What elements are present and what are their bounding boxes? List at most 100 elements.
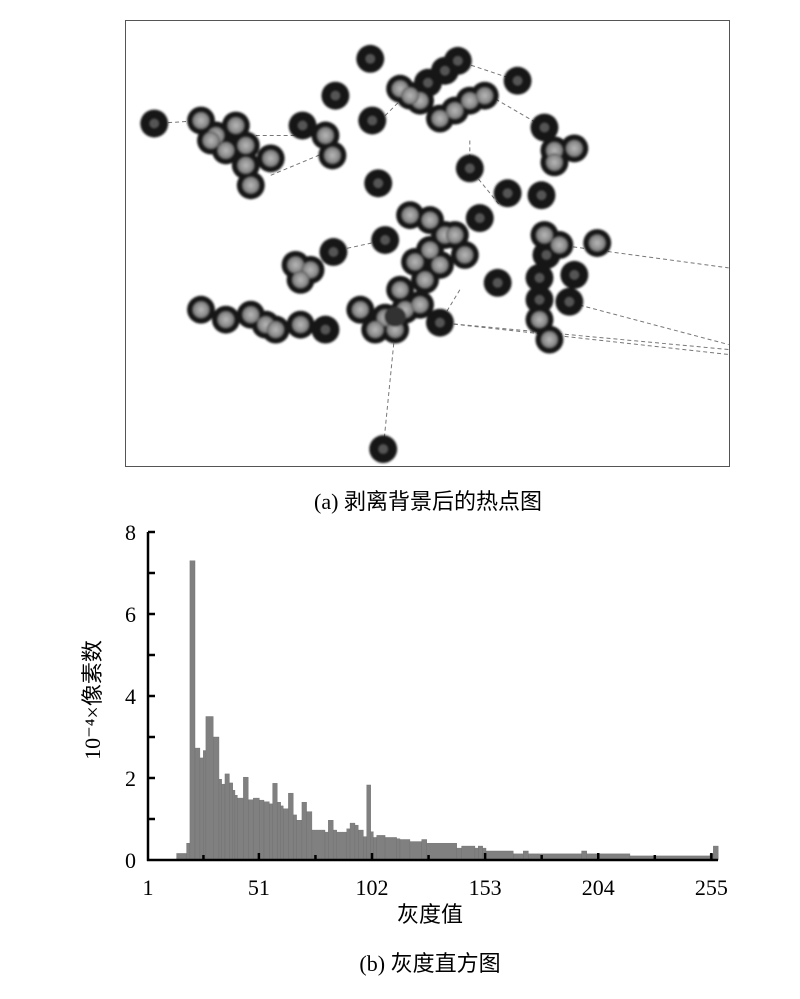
- hotspot-core: [423, 77, 433, 88]
- histogram-bar: [399, 839, 411, 861]
- histogram-bar: [376, 835, 386, 861]
- histogram-bar: [581, 850, 587, 861]
- histogram-bar: [253, 797, 260, 861]
- histogram-bar: [373, 837, 377, 861]
- histogram-bar: [311, 829, 326, 861]
- hotspot-core: [367, 115, 378, 126]
- histogram-bar: [384, 837, 397, 861]
- histogram-bar: [189, 560, 196, 861]
- histogram-bar: [205, 716, 214, 861]
- x-tick-label: 51: [248, 875, 270, 900]
- hotspot-cluster-core: [192, 300, 210, 319]
- connector-line: [270, 149, 331, 176]
- histogram-bar: [421, 839, 427, 861]
- hotspot-cluster-core: [401, 86, 420, 105]
- hotspot-map-image: [125, 20, 730, 467]
- x-axis-label: 灰度值: [397, 902, 463, 927]
- hotspot-core: [365, 53, 376, 64]
- hotspot-cluster-core: [291, 270, 310, 289]
- x-tick-label: 153: [469, 875, 502, 900]
- hotspot-core: [320, 324, 331, 335]
- histogram-bar: [229, 782, 233, 861]
- hotspot-cluster-core: [241, 176, 260, 195]
- figure-b-caption: (b) 灰度直方图: [359, 951, 501, 976]
- hotspot-core: [452, 55, 463, 66]
- hotspot-cluster-core: [286, 255, 305, 274]
- histogram-bar: [263, 801, 270, 861]
- x-tick-label: 102: [356, 875, 389, 900]
- hotspot-cluster-core: [323, 146, 342, 165]
- hotspot-core: [534, 272, 545, 283]
- y-tick-label: 2: [125, 766, 136, 791]
- hotspot-cluster-core: [261, 149, 280, 168]
- histogram-bar: [259, 799, 265, 861]
- hotspot-cluster-core: [455, 245, 474, 264]
- hotspot-core: [328, 246, 339, 257]
- histogram-bar: [354, 824, 359, 861]
- histogram-bar: [358, 829, 364, 861]
- histogram-bar: [324, 831, 329, 861]
- histogram-bar: [186, 842, 191, 861]
- histogram-bar: [349, 822, 356, 861]
- y-tick-label: 4: [125, 684, 136, 709]
- histogram-bar: [283, 808, 289, 861]
- hotspot-cluster-core: [216, 141, 235, 160]
- histogram-bar: [203, 750, 207, 861]
- histogram-bar: [221, 783, 226, 861]
- hotspot-cluster-core: [460, 91, 479, 110]
- hotspot-core: [564, 296, 575, 307]
- hotspot-core: [541, 249, 552, 260]
- histogram-bar: [332, 829, 337, 861]
- histogram-bar: [328, 820, 334, 861]
- hotspot-cluster-core: [421, 241, 439, 259]
- connector-line: [382, 329, 396, 450]
- hotspot-core: [373, 178, 384, 189]
- connector-line: [489, 95, 545, 128]
- histogram-bar: [713, 845, 719, 861]
- x-tick-label: 1: [143, 875, 154, 900]
- hotspot-core: [536, 190, 547, 201]
- hotspot-cluster-core: [241, 305, 260, 324]
- hotspot-cluster-core: [550, 236, 569, 254]
- histogram-bar: [409, 841, 422, 861]
- hotspot-core: [492, 277, 503, 288]
- hotspot-cluster-core: [226, 116, 245, 135]
- hotspot-cluster-core: [266, 320, 285, 339]
- x-tick-label: 204: [582, 875, 615, 900]
- hotspot-cluster-core: [192, 111, 210, 130]
- hotspot-cluster-core: [445, 226, 464, 244]
- x-tick-label: 255: [695, 875, 728, 900]
- histogram-bar: [237, 797, 244, 861]
- histogram-bar: [523, 850, 529, 861]
- hotspot-cluster-core: [421, 211, 439, 230]
- hotspot-cluster-core: [475, 86, 494, 105]
- hotspot-cluster-core: [545, 153, 564, 172]
- hotspot-core: [380, 235, 391, 245]
- histogram-bar: [277, 801, 281, 861]
- histogram-bar: [301, 801, 307, 861]
- histogram-bar: [272, 783, 278, 861]
- hotspot-core: [502, 188, 513, 199]
- histogram-bar: [306, 811, 313, 861]
- hotspot-core: [539, 122, 550, 133]
- histogram-bar: [485, 850, 514, 861]
- hotspot-core: [434, 317, 445, 328]
- hotspot-core: [439, 65, 450, 76]
- histogram-bar: [269, 803, 273, 861]
- hotspot-cluster-core: [316, 126, 335, 145]
- hotspot-cluster-core: [401, 206, 420, 225]
- hotspot-cluster-core: [565, 139, 584, 158]
- hotspot-cluster-core: [445, 101, 464, 120]
- hotspot-cluster-core: [430, 255, 449, 274]
- histogram-bar: [363, 836, 367, 861]
- histogram-bar: [199, 757, 204, 861]
- histogram-bar: [346, 828, 351, 861]
- histogram-bar: [232, 790, 236, 861]
- histogram-bar: [336, 831, 347, 861]
- hotspot-cluster-core: [351, 300, 370, 319]
- histogram-bar: [280, 805, 284, 861]
- connector-line: [559, 299, 729, 346]
- hotspot-core: [534, 294, 545, 305]
- hotspot-cluster-core: [291, 315, 310, 334]
